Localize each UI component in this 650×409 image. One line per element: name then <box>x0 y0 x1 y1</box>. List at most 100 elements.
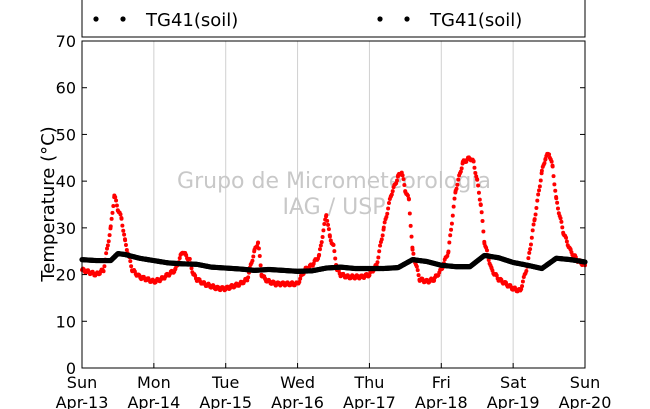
legend-entry-1-marker-b <box>120 16 126 22</box>
series-1-point <box>258 263 263 268</box>
series-1-point <box>386 200 391 205</box>
x-tick-label-day-4: Thu <box>353 373 384 392</box>
series-1-point <box>454 186 459 191</box>
series-1-point <box>559 219 564 224</box>
series-1-point <box>402 182 407 187</box>
series-1-point <box>318 243 323 248</box>
series-1-point <box>380 233 385 238</box>
series-1-point <box>332 249 337 254</box>
y-tick-label-30: 30 <box>56 219 76 238</box>
y-tick-label-0: 0 <box>66 359 76 378</box>
series-1-point <box>476 190 481 195</box>
series-1-point <box>257 254 262 259</box>
series-1-point <box>256 246 261 251</box>
series-1-point <box>447 240 452 245</box>
series-1-point <box>533 212 538 217</box>
series-1-point <box>530 228 535 233</box>
series-1-point <box>319 240 324 245</box>
series-1-point <box>484 248 489 253</box>
series-1-point <box>385 211 390 216</box>
series-1-point <box>381 225 386 230</box>
series-1-point <box>108 224 113 229</box>
series-1-point <box>450 213 455 218</box>
series-1-point <box>123 238 128 243</box>
series-1-point <box>389 192 394 197</box>
series-1-point <box>333 256 338 261</box>
series-2 <box>79 250 588 274</box>
series-1-point <box>406 197 411 202</box>
series-1-point <box>128 259 133 264</box>
y-tick-label-70: 70 <box>56 32 76 51</box>
series-1-point <box>554 196 559 201</box>
legend-frame <box>81 0 586 38</box>
series-1-point <box>538 178 543 183</box>
series-1-point <box>251 254 256 259</box>
x-tick-label-day-1: Mon <box>137 373 171 392</box>
watermark: Grupo de Micrometeorologia IAG / USP <box>177 169 491 220</box>
x-tick-label-date-7: Apr-20 <box>559 393 612 409</box>
series-1-point <box>405 193 410 198</box>
y-axis: 0 10 20 30 40 50 60 70 <box>56 32 585 378</box>
series-1-point <box>379 237 384 242</box>
x-tick-label-date-6: Apr-19 <box>487 393 540 409</box>
legend: TG41(soil) TG41(soil) <box>81 0 586 38</box>
legend-entry-1: TG41(soil) <box>93 10 238 31</box>
series-1-point <box>129 264 134 269</box>
series-1-point <box>415 268 420 273</box>
series-1-point <box>416 273 421 278</box>
series-1-point <box>529 235 534 240</box>
series-1-point <box>327 234 332 239</box>
series-1-point <box>520 284 525 289</box>
series-1-point <box>317 247 322 252</box>
series-1-point <box>526 256 531 261</box>
series-1-point <box>472 165 477 170</box>
series-1-point <box>118 212 123 217</box>
series-1-point <box>528 247 533 252</box>
series-1-point <box>189 266 194 271</box>
series-1-point <box>317 252 322 257</box>
series-1-point <box>459 166 464 171</box>
series-1-point <box>297 279 302 284</box>
series-1-point <box>114 203 119 208</box>
series-1-point <box>553 188 558 193</box>
series-1-point <box>555 206 560 211</box>
x-tick-label-day-6: Sat <box>500 373 526 392</box>
series-1-point <box>536 192 541 197</box>
series-1-point <box>378 243 383 248</box>
legend-entry-2-marker-b <box>404 16 410 22</box>
x-tick-label-date-3: Apr-16 <box>271 393 324 409</box>
series-1-point <box>377 249 382 254</box>
series-1-point <box>478 203 483 208</box>
x-tick-label-day-7: Sun <box>570 373 600 392</box>
series-1-point <box>473 171 478 176</box>
series-1-point <box>414 264 419 269</box>
series-1-point <box>107 233 112 238</box>
series-layer <box>79 151 588 294</box>
series-1-point <box>376 255 381 260</box>
x-tick-label-date-2: Apr-15 <box>199 393 252 409</box>
series-1-point <box>298 276 303 281</box>
series-1-point <box>560 225 565 230</box>
series-1-point <box>452 196 457 201</box>
legend-entry-2-marker-a <box>377 16 383 22</box>
series-1-point <box>537 184 542 189</box>
series-1-point <box>401 177 406 182</box>
series-1-point <box>113 195 118 200</box>
series-1-point <box>407 211 412 216</box>
series-1-point <box>558 216 563 221</box>
series-1-point <box>449 221 454 226</box>
series-1-point <box>549 159 554 164</box>
series-1-point <box>320 235 325 240</box>
y-tick-label-60: 60 <box>56 79 76 98</box>
series-1-point <box>486 258 491 263</box>
legend-entry-2: TG41(soil) <box>377 10 522 31</box>
x-tick-label-date-5: Apr-18 <box>415 393 468 409</box>
series-1-point <box>120 223 125 228</box>
series-1-point <box>476 183 481 188</box>
series-1-point <box>109 216 114 221</box>
series-1-point <box>111 203 116 208</box>
series-1-point <box>384 215 389 220</box>
series-1-point <box>481 229 486 234</box>
series-1-point <box>102 264 107 269</box>
